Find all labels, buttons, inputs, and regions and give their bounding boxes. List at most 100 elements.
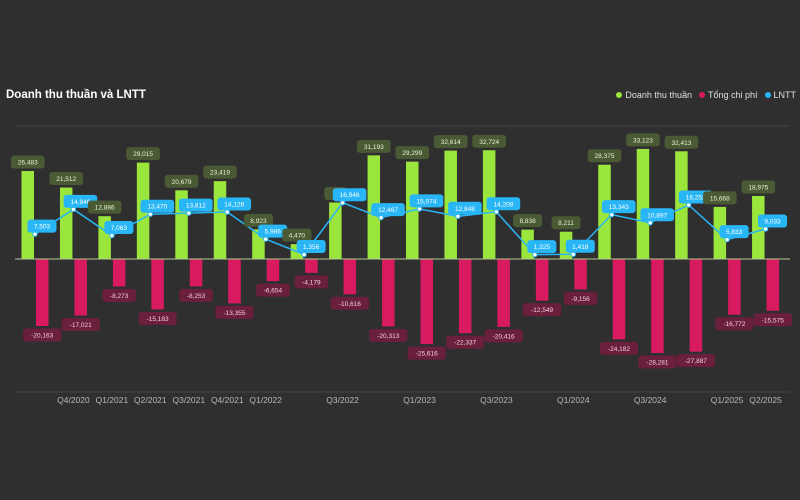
cost-bar-3 xyxy=(151,259,164,310)
cost-bar-16 xyxy=(651,259,664,353)
revenue-label-17-bg xyxy=(664,135,699,149)
profit-label-9-text: 12,467 xyxy=(378,207,398,214)
cost-bar-0 xyxy=(36,259,49,326)
profit-label-4: 13,812 xyxy=(179,198,213,212)
cost-bar-1 xyxy=(74,259,87,316)
cost-label-9-bg xyxy=(369,328,408,342)
x-tick-label-4: Q3/2021 xyxy=(172,395,205,405)
cost-label-10-bg xyxy=(407,346,446,360)
profit-label-10: 15,074 xyxy=(409,194,444,208)
legend-label-revenue: Doanh thu thuần xyxy=(625,90,692,100)
revenue-label-10: 29,299 xyxy=(395,146,430,160)
cost-label-6-text: -6,654 xyxy=(264,288,283,295)
revenue-label-18: 15,668 xyxy=(703,191,737,205)
cost-label-19: -15,575 xyxy=(753,313,792,327)
cost-label-2-bg xyxy=(102,288,136,302)
revenue-label-18-text: 15,668 xyxy=(710,195,730,202)
revenue-label-16: 33,123 xyxy=(626,133,660,147)
revenue-label-2-bg xyxy=(87,200,122,214)
revenue-label-2: 12,886 xyxy=(87,200,122,214)
cost-label-4-text: -8,253 xyxy=(187,293,206,300)
profit-label-6-bg xyxy=(258,224,288,238)
profit-label-2-bg xyxy=(104,221,134,235)
cost-label-5-bg xyxy=(215,305,254,319)
revenue-label-12-bg xyxy=(472,134,506,148)
cost-label-0: -20,163 xyxy=(23,328,62,342)
profit-label-12-text: 14,208 xyxy=(493,201,513,208)
profit-label-4-bg xyxy=(179,198,213,212)
cost-label-12: -20,416 xyxy=(484,329,523,343)
revenue-label-12: 32,724 xyxy=(472,134,506,148)
revenue-label-4: 20,679 xyxy=(164,174,199,188)
cost-label-12-text: -20,416 xyxy=(493,333,515,340)
profit-label-8: 16,946 xyxy=(332,188,367,202)
revenue-label-2-text: 12,886 xyxy=(95,205,115,212)
cost-label-18-bg xyxy=(715,317,754,331)
profit-label-11: 12,848 xyxy=(448,201,482,215)
cost-label-4: -8,253 xyxy=(179,288,213,302)
legend-dot-revenue xyxy=(616,92,623,98)
revenue-label-10-text: 29,299 xyxy=(402,150,422,157)
cost-bar-6 xyxy=(266,259,280,282)
profit-label-7-text: 1,356 xyxy=(303,244,320,251)
revenue-label-6-text: 8,923 xyxy=(250,218,267,225)
revenue-label-7: 4,470 xyxy=(282,228,312,242)
profit-label-17-text: 16,252 xyxy=(686,194,706,201)
revenue-label-5-bg xyxy=(203,165,237,179)
profit-label-18-bg xyxy=(719,225,749,239)
revenue-label-17-text: 32,413 xyxy=(671,140,691,147)
profit-label-13: 1,325 xyxy=(527,240,557,254)
profit-label-10-text: 15,074 xyxy=(417,198,437,205)
revenue-label-3-bg xyxy=(126,147,160,161)
profit-label-19-text: 9,033 xyxy=(764,218,781,225)
profit-label-15-bg xyxy=(601,200,636,214)
revenue-label-1-bg xyxy=(49,172,83,186)
x-tick-label-19: Q2/2025 xyxy=(749,395,782,405)
cost-label-8: -10,616 xyxy=(330,296,369,310)
profit-label-14-bg xyxy=(565,239,595,253)
cost-label-11-text: -22,337 xyxy=(454,340,476,347)
revenue-label-5: 23,419 xyxy=(203,165,237,179)
legend: Doanh thu thuần Tổng chi phí LNTT xyxy=(616,90,796,100)
cost-label-7-text: -4,179 xyxy=(302,279,321,286)
cost-label-11: -22,337 xyxy=(446,335,485,349)
legend-item-cost[interactable]: Tổng chi phí xyxy=(698,90,758,100)
cost-label-5: -13,355 xyxy=(215,305,254,319)
cost-bar-4 xyxy=(189,259,203,287)
revenue-label-15-text: 28,375 xyxy=(595,153,615,160)
cost-label-12-bg xyxy=(484,329,523,343)
cost-bar-5 xyxy=(228,259,241,304)
cost-bar-12 xyxy=(497,259,510,327)
profit-label-5-bg xyxy=(217,197,252,211)
revenue-label-6-bg xyxy=(243,213,273,227)
revenue-label-12-text: 32,724 xyxy=(479,139,499,146)
legend-item-profit[interactable]: LNTT xyxy=(764,90,796,100)
cost-label-18: -16,772 xyxy=(715,317,754,331)
cost-label-17-text: -27,887 xyxy=(685,358,707,365)
cost-label-14-bg xyxy=(563,291,598,305)
cost-label-8-bg xyxy=(330,296,369,310)
cost-label-6-bg xyxy=(256,283,290,297)
cost-bar-9 xyxy=(382,259,395,327)
cost-label-17: -27,887 xyxy=(676,354,715,368)
cost-bar-19 xyxy=(766,259,780,311)
cost-label-9: -20,313 xyxy=(369,328,408,342)
cost-label-1-text: -17,021 xyxy=(70,322,92,329)
profit-label-15-text: 13,343 xyxy=(609,204,629,211)
cost-label-2-text: -8,273 xyxy=(110,293,129,300)
cost-label-19-bg xyxy=(753,313,792,327)
cost-bar-2 xyxy=(112,259,126,287)
revenue-label-11: 32,614 xyxy=(433,135,468,149)
profit-label-0-bg xyxy=(27,219,57,233)
profit-label-16-text: 10,897 xyxy=(647,212,667,219)
profit-label-5: 14,126 xyxy=(217,197,252,211)
cost-bar-14 xyxy=(574,259,587,290)
x-tick-label-5: Q4/2021 xyxy=(211,395,244,405)
chart-title: Doanh thu thuần và LNTT xyxy=(6,89,146,101)
legend-item-revenue[interactable]: Doanh thu thuần xyxy=(616,90,692,100)
profit-label-0: 7,503 xyxy=(27,219,57,233)
revenue-label-7-text: 4,470 xyxy=(289,233,306,240)
revenue-label-14-bg xyxy=(551,216,581,230)
revenue-bar-5 xyxy=(213,181,227,259)
